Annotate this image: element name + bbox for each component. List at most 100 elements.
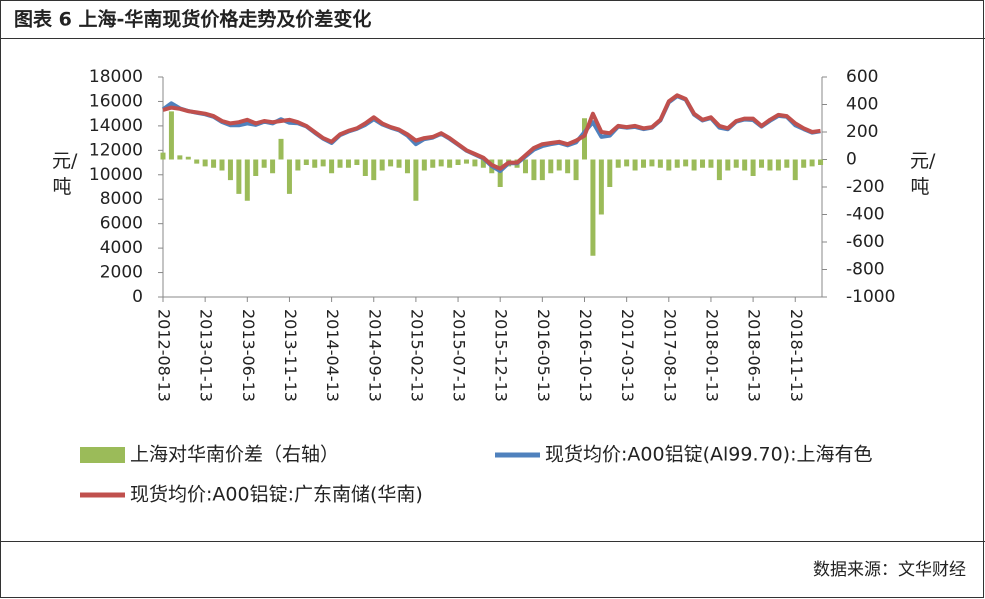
bar bbox=[219, 159, 225, 171]
bar bbox=[345, 159, 351, 168]
x-tick-label: 2018-06-13 bbox=[745, 309, 764, 402]
legend-swatch bbox=[80, 447, 125, 463]
bar bbox=[539, 159, 545, 181]
bar bbox=[666, 159, 672, 171]
y-tick-label: 8000 bbox=[100, 189, 143, 209]
bar bbox=[615, 159, 621, 168]
bar bbox=[598, 159, 604, 215]
bar bbox=[792, 159, 798, 181]
bar bbox=[354, 159, 360, 165]
bar bbox=[421, 159, 427, 171]
bar bbox=[767, 159, 773, 171]
x-tick-label: 2015-07-13 bbox=[450, 309, 469, 402]
legend-label: 上海对华南价差（右轴） bbox=[130, 444, 339, 466]
bar bbox=[809, 159, 815, 167]
bar bbox=[641, 159, 647, 168]
bar bbox=[818, 159, 824, 165]
y2-tick-label: -400 bbox=[846, 205, 885, 225]
x-tick-label: 2016-05-13 bbox=[534, 309, 553, 402]
bar bbox=[194, 159, 200, 164]
y2-tick-label: -600 bbox=[846, 232, 885, 252]
bar bbox=[396, 159, 402, 168]
bar bbox=[244, 159, 250, 201]
y-tick-label: 12000 bbox=[89, 140, 143, 160]
y2-tick-label: -800 bbox=[846, 260, 885, 280]
x-tick-label: 2015-12-13 bbox=[492, 309, 511, 402]
y2-tick-label: 600 bbox=[846, 67, 878, 87]
bar bbox=[624, 159, 630, 167]
bar bbox=[548, 159, 554, 174]
y-tick-label: 2000 bbox=[100, 263, 143, 283]
bar bbox=[497, 159, 503, 187]
bar bbox=[286, 159, 292, 194]
bar bbox=[303, 159, 309, 165]
bar bbox=[320, 159, 326, 167]
bar bbox=[657, 159, 663, 168]
x-tick-label: 2016-10-13 bbox=[576, 309, 595, 402]
bar bbox=[211, 159, 217, 168]
bar bbox=[607, 159, 613, 187]
bar bbox=[278, 138, 284, 160]
y-tick-label: 6000 bbox=[100, 214, 143, 234]
line bbox=[162, 93, 821, 171]
bar bbox=[582, 118, 587, 160]
bar bbox=[270, 159, 276, 174]
bar bbox=[480, 159, 486, 168]
bar bbox=[784, 159, 790, 168]
y-tick-label: 14000 bbox=[89, 116, 143, 136]
y-tick-label: 16000 bbox=[89, 91, 143, 111]
chart-title: 图表 6 上海-华南现货价格走势及价差变化 bbox=[14, 8, 371, 31]
legend-label: 现货均价:A00铝锭:广东南储(华南) bbox=[130, 484, 423, 506]
bar bbox=[674, 159, 680, 168]
bar bbox=[371, 159, 377, 181]
bar bbox=[759, 159, 765, 168]
x-tick-label: 2013-06-13 bbox=[239, 309, 258, 402]
bar bbox=[261, 159, 267, 168]
legend-label: 现货均价:A00铝锭(Al99.70):上海有色 bbox=[545, 444, 872, 466]
bar bbox=[742, 159, 748, 171]
x-tick-label: 2013-11-13 bbox=[281, 309, 300, 402]
bar bbox=[691, 159, 697, 171]
bar bbox=[775, 159, 781, 171]
bar bbox=[253, 159, 259, 176]
bar bbox=[455, 159, 461, 165]
bar bbox=[329, 159, 335, 174]
bar bbox=[430, 159, 436, 168]
bar bbox=[733, 159, 739, 168]
bar bbox=[185, 156, 191, 160]
bar bbox=[700, 159, 706, 168]
x-tick-label: 2015-02-13 bbox=[407, 309, 426, 402]
bar bbox=[337, 159, 343, 168]
bar bbox=[388, 159, 394, 167]
y2-tick-label: 400 bbox=[846, 95, 878, 115]
bar bbox=[160, 152, 166, 160]
bar bbox=[649, 159, 655, 167]
bar bbox=[177, 155, 183, 160]
bar bbox=[708, 159, 714, 168]
source: 数据来源：文华财经 bbox=[813, 560, 966, 580]
y-tick-label: 18000 bbox=[89, 67, 143, 87]
y2-axis-label: 元/吨 bbox=[910, 150, 936, 198]
bar bbox=[556, 159, 562, 171]
y2-tick-label: 0 bbox=[846, 150, 857, 170]
bar bbox=[447, 159, 453, 168]
y-tick-label: 10000 bbox=[89, 165, 143, 185]
bar bbox=[168, 111, 174, 160]
y2-tick-label: -1000 bbox=[846, 287, 895, 307]
x-tick-label: 2018-11-13 bbox=[787, 309, 806, 402]
bar bbox=[379, 159, 385, 171]
y-axis-label: 元/吨 bbox=[52, 150, 78, 198]
x-tick-label: 2013-01-13 bbox=[197, 309, 216, 402]
y2-tick-label: 200 bbox=[846, 122, 878, 142]
bar bbox=[725, 159, 731, 171]
bar bbox=[750, 159, 756, 176]
bar bbox=[522, 159, 528, 174]
y2-tick-label: -200 bbox=[846, 177, 885, 197]
bar bbox=[438, 159, 444, 167]
bar bbox=[632, 159, 638, 171]
x-tick-label: 2014-09-13 bbox=[365, 309, 384, 402]
bar bbox=[531, 159, 537, 181]
x-tick-label: 2012-08-13 bbox=[155, 309, 174, 402]
